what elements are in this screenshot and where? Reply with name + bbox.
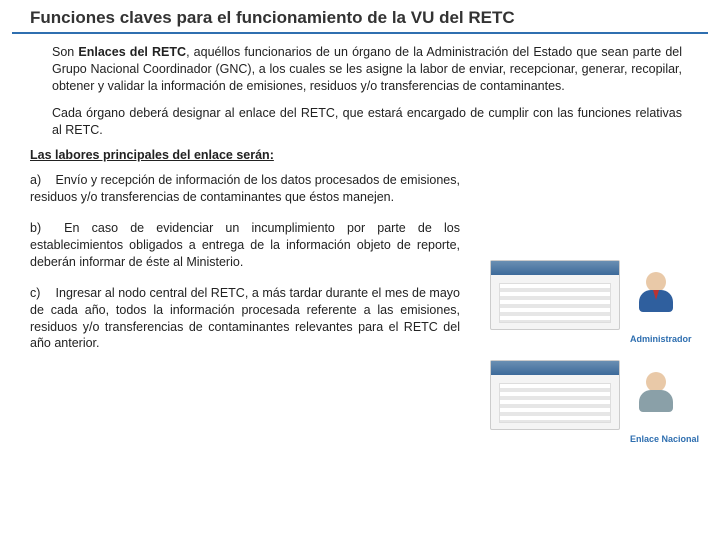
screenshot-thumb-enlace <box>490 360 620 430</box>
title-bar: Funciones claves para el funcionamiento … <box>12 0 708 34</box>
person-admin-icon <box>638 272 674 312</box>
list-item-a: a) Envío y recepción de información de l… <box>30 172 460 206</box>
admin-caption: Administrador <box>630 334 692 344</box>
intro-paragraph-2: Cada órgano deberá designar al enlace de… <box>52 105 682 139</box>
item-marker: b) <box>30 220 52 237</box>
list-item-c: c) Ingresar al nodo central del RETC, a … <box>30 285 460 353</box>
screenshot-thumb-admin: RETC <box>490 260 620 330</box>
person-enlace-icon <box>638 372 674 412</box>
item-text: Envío y recepción de información de los … <box>30 173 460 204</box>
intro-paragraph-1: Son Enlaces del RETC, aquéllos funcionar… <box>52 44 682 95</box>
p1-bold: Enlaces del RETC <box>78 45 186 59</box>
list-item-b: b) En caso de evidenciar un incumplimien… <box>30 220 460 271</box>
p1-prefix: Son <box>52 45 78 59</box>
item-text: En caso de evidenciar un incumplimiento … <box>30 221 460 269</box>
item-marker: a) <box>30 172 52 189</box>
item-marker: c) <box>30 285 52 302</box>
enlace-caption: Enlace Nacional <box>630 434 699 444</box>
retc-badge-icon: RETC <box>499 291 539 321</box>
item-text: Ingresar al nodo central del RETC, a más… <box>30 286 460 351</box>
page-title: Funciones claves para el funcionamiento … <box>30 8 690 28</box>
section-heading: Las labores principales del enlace serán… <box>30 148 690 162</box>
